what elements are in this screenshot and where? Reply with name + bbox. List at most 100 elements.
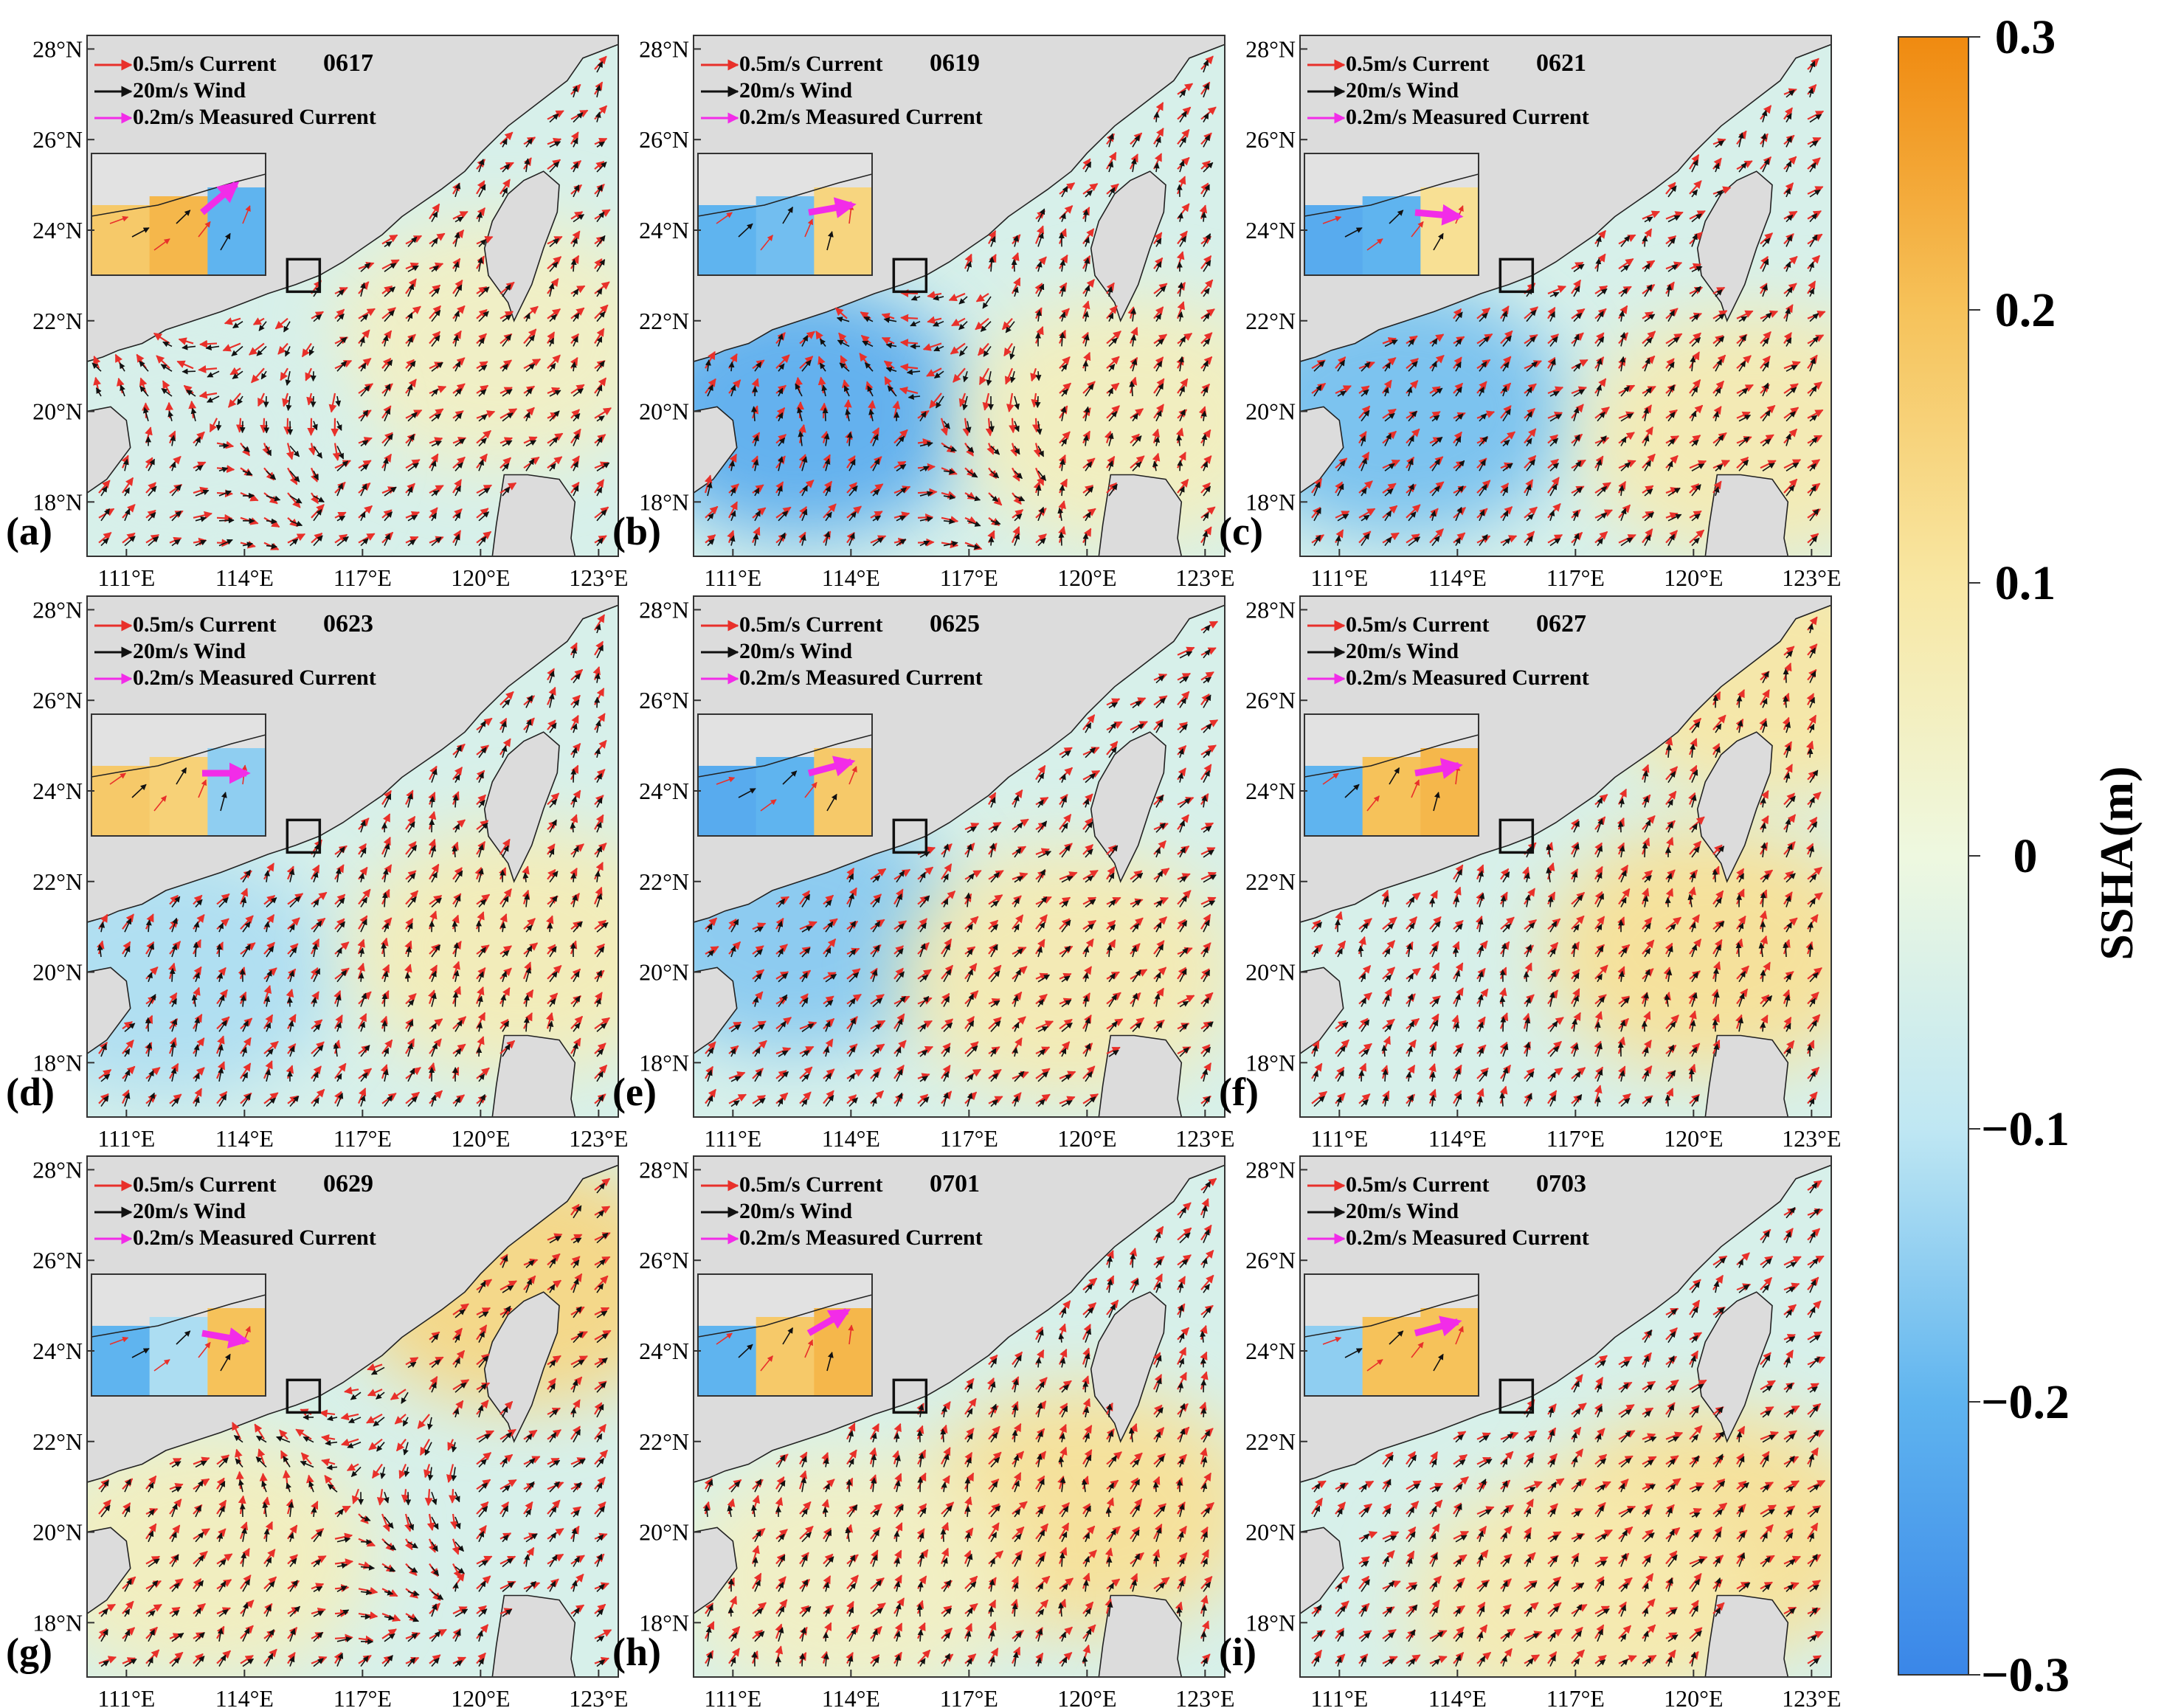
current-vector: [209, 418, 218, 433]
current-vector: [476, 429, 491, 444]
wind-vector: [313, 508, 322, 522]
wind-vector: [502, 463, 510, 471]
lat-tick-label: 28°N: [32, 1156, 83, 1183]
lat-tick-label: 26°N: [1245, 687, 1296, 713]
ssha-anomaly: [87, 308, 356, 556]
wind-vector: [799, 1653, 806, 1667]
current-vector: [523, 436, 538, 444]
current-vector: [547, 354, 561, 369]
wind-vector: [454, 462, 463, 471]
wind-vector: [218, 490, 232, 497]
current-vector: [198, 365, 218, 373]
current-vector: [257, 393, 266, 407]
wind-vector: [525, 412, 530, 422]
wind-vector: [893, 1530, 900, 1542]
wind-vector: [478, 459, 484, 471]
ssha-anomaly: [331, 218, 618, 469]
panel-letter: (b): [612, 509, 661, 553]
wind-vector: [407, 514, 418, 522]
wind-vector: [195, 489, 210, 497]
wind-vector: [502, 389, 513, 397]
wind-vector: [478, 364, 488, 372]
wind-vector: [573, 433, 579, 446]
panel-date: 0623: [323, 610, 373, 637]
wind-vector: [573, 461, 578, 471]
wind-vector: [1500, 1016, 1507, 1032]
current-vector: [305, 367, 313, 381]
wind-vector: [1034, 395, 1041, 409]
wind-vector: [381, 1020, 388, 1032]
wind-vector: [596, 462, 610, 471]
current-vector: [260, 418, 269, 434]
lat-tick-label: 20°N: [32, 398, 83, 425]
wind-vector: [940, 1528, 947, 1542]
lon-tick-label: 120°E: [1664, 564, 1723, 591]
panel-letter: (d): [6, 1070, 55, 1114]
luzon-island: [491, 474, 576, 556]
wind-vector: [360, 362, 367, 372]
lon-tick-label: 111°E: [704, 1125, 761, 1152]
wind-vector: [1082, 533, 1089, 546]
wind-vector: [502, 363, 508, 372]
lat-tick-label: 26°N: [639, 126, 689, 153]
wind-vector: [476, 1046, 483, 1057]
wind-vector: [431, 362, 443, 372]
luzon-island: [1098, 1034, 1183, 1117]
lat-tick-label: 22°N: [32, 308, 83, 334]
legend-wind-label: 20m/s Wind: [133, 78, 246, 103]
luzon-island: [1098, 474, 1183, 556]
wind-vector: [407, 360, 416, 372]
current-vector: [429, 485, 444, 494]
current-vector: [286, 443, 294, 460]
wind-vector: [431, 388, 439, 397]
wind-vector: [242, 445, 250, 452]
wind-vector: [148, 536, 159, 547]
panel-date: 0621: [1536, 49, 1586, 77]
lon-tick-label: 117°E: [940, 1685, 998, 1708]
wind-vector: [124, 536, 136, 547]
ssha-field: [87, 35, 618, 556]
current-vector: [594, 407, 612, 419]
wind-vector: [570, 768, 577, 783]
wind-vector: [1665, 1094, 1671, 1107]
current-vector: [122, 532, 136, 544]
wind-vector: [478, 487, 491, 497]
lat-tick-label: 28°N: [1245, 596, 1296, 623]
wind-vector: [525, 440, 537, 447]
current-vector: [499, 457, 511, 469]
wind-vector: [384, 486, 397, 497]
vector-field: [91, 55, 612, 550]
lon-tick-label: 111°E: [704, 564, 761, 591]
wind-vector: [549, 362, 556, 372]
current-vector: [917, 513, 934, 522]
wind-vector: [1382, 1068, 1389, 1082]
wind-vector: [242, 542, 254, 548]
lon-tick-label: 123°E: [1782, 564, 1841, 591]
wind-vector: [218, 466, 229, 473]
panel-date: 0627: [1536, 610, 1586, 637]
wind-vector: [148, 512, 156, 522]
lon-tick-label: 120°E: [451, 1125, 510, 1152]
wind-vector: [454, 438, 466, 447]
wind-vector: [195, 436, 201, 446]
current-vector: [165, 401, 173, 418]
wind-vector: [336, 460, 349, 471]
wind-vector: [167, 410, 174, 421]
wind-vector: [148, 458, 156, 471]
wind-vector: [573, 412, 581, 422]
wind-vector: [549, 437, 559, 447]
wind-vector: [404, 972, 411, 982]
lon-tick-label: 120°E: [451, 1685, 510, 1708]
wind-vector: [336, 483, 343, 497]
lat-tick-label: 24°N: [639, 1338, 689, 1364]
wind-vector: [454, 533, 460, 546]
legend-wind-label: 20m/s Wind: [739, 639, 852, 663]
lon-tick-label: 111°E: [704, 1685, 761, 1708]
lat-tick-label: 26°N: [32, 1247, 83, 1273]
wind-vector: [335, 395, 342, 407]
wind-vector: [431, 536, 442, 547]
